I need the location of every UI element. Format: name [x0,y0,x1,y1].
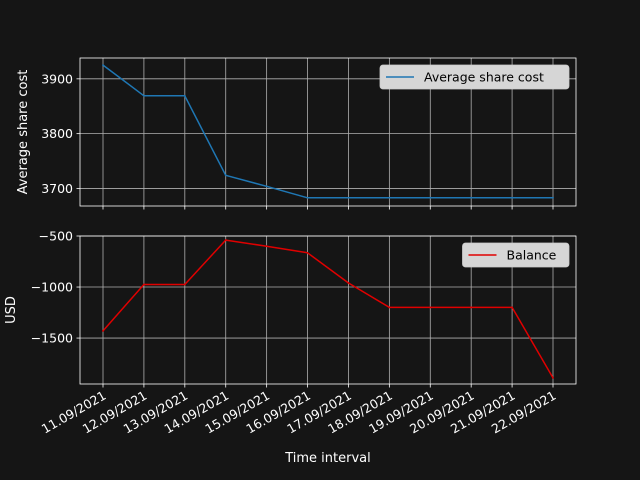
data-point [102,64,104,67]
data-point [347,282,350,284]
legend-label: Balance [507,248,557,263]
legend: Balance [462,242,570,268]
data-point [143,283,145,286]
y-tick-label: 3700 [41,181,73,196]
data-point [511,306,513,309]
data-point [388,196,391,199]
data-point [143,94,145,97]
data-point [265,245,268,248]
data-point [265,185,268,188]
x-axis-label: Time interval [284,451,371,466]
data-point [102,330,104,332]
axes-frame [79,57,577,207]
y-axis-label: USD [4,296,19,324]
data-point [552,376,554,379]
data-point [388,306,391,309]
series-line [102,239,554,379]
legend-box [462,242,570,268]
data-point [429,196,432,199]
series-line [102,64,553,199]
data-point [470,306,473,309]
data-point [183,94,186,97]
y-tick-label: −1500 [31,331,73,346]
y-axis-label: Average share cost [16,70,31,195]
data-point [511,196,513,199]
legend-label: Average share cost [424,70,544,85]
y-tick-label: −500 [39,229,73,244]
top-chart: 3700 3800 3900 Average share cost Average sh… [16,57,577,210]
y-tick-label: −1000 [31,280,73,295]
axes-frame [79,235,577,385]
data-point [306,196,309,199]
legend-box [379,64,570,90]
y-tick-label: 3800 [41,126,73,141]
data-point [224,174,227,177]
legend: Average share cost [379,64,570,90]
data-point [347,196,350,199]
data-point [429,306,432,309]
data-point [306,251,309,254]
data-point [183,283,186,286]
y-tick-label: 3900 [41,71,73,86]
data-point [224,239,227,241]
data-point [552,196,554,199]
data-point [470,196,473,199]
